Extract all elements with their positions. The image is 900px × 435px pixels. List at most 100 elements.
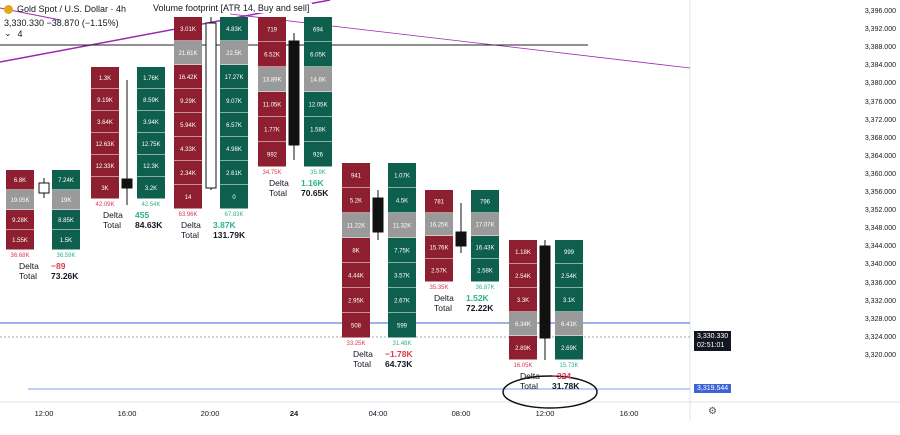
- buy-volume-label: 4.5K: [396, 199, 408, 205]
- sell-volume-label: 2.57K: [431, 269, 447, 275]
- buy-volume-label: 1.76K: [143, 76, 159, 82]
- footprint-bar[interactable]: 781 796 16.25K 17.07K 15.76K 16.43K 2.57K 2.58K…: [425, 190, 499, 291]
- candle-body: [455, 231, 467, 247]
- total-value: 84.63K: [135, 220, 163, 230]
- footprint-bar[interactable]: 941 1.07K 5.2K 4.5K 11.22K 11.32K 8K 7.75K 4.44K…: [342, 163, 416, 347]
- sell-volume-label: 15.76K: [429, 246, 448, 252]
- footprint-bar[interactable]: 3.01K 4.83K 21.61K 22.5K 16.42K 17.27K 9.29K 9.…: [174, 17, 248, 218]
- delta-label: Delta: [520, 371, 540, 381]
- delta-value: 1.52K: [466, 293, 489, 303]
- price-tick-label: 3,344.000: [864, 243, 896, 251]
- sell-volume-cell: [258, 67, 286, 92]
- sell-total-label: 16.05K: [513, 363, 532, 369]
- total-label: Total: [434, 303, 452, 313]
- buy-volume-cell: [137, 67, 165, 89]
- sell-volume-label: 941: [351, 174, 362, 180]
- sell-volume-cell: [509, 288, 537, 312]
- ohlc-readout: 3,330.330 −38.870 (−1.15%): [4, 18, 119, 28]
- delta-summary: Delta 1.16K Total 70.65K: [269, 178, 328, 198]
- sell-volume-cell: [174, 89, 202, 113]
- buy-volume-label: 3.2K: [145, 186, 157, 192]
- footprint-bar[interactable]: 719 694 6.52K 6.05K 13.89K 14.6K 11.05K 12.05K 1…: [258, 17, 332, 176]
- price-tick-label: 3,376.000: [864, 98, 896, 106]
- sell-volume-label: 12.33K: [95, 164, 114, 170]
- buy-volume-cell: [388, 163, 416, 188]
- buy-volume-cell: [220, 113, 248, 137]
- buy-volume-label: 17.07K: [475, 223, 494, 229]
- buy-volume-label: 12.05K: [308, 103, 327, 109]
- indicator-collapse[interactable]: ⌄ 4: [4, 28, 23, 39]
- delta-value: −1.78K: [385, 349, 413, 359]
- buy-volume-label: 1.5K: [60, 238, 72, 244]
- buy-volume-cell: [137, 111, 165, 133]
- buy-volume-cell: [471, 236, 499, 259]
- sell-volume-label: 11.22K: [347, 224, 366, 230]
- sell-volume-label: 6.8K: [14, 178, 26, 184]
- buy-volume-cell: [555, 288, 583, 312]
- price-tick-label: 3,396.000: [864, 8, 896, 15]
- sell-volume-cell: [91, 155, 119, 177]
- delta-summary: Delta 3.87K Total 131.79K: [181, 220, 245, 240]
- candle-body: [372, 197, 384, 233]
- buy-volume-cell: [388, 188, 416, 213]
- total-label: Total: [520, 381, 538, 391]
- indicator-label[interactable]: Volume footprint [ATR 14, Buy and sell]: [150, 3, 313, 13]
- chevron-down-icon[interactable]: ⌄: [4, 28, 12, 38]
- buy-volume-label: 2.69K: [561, 346, 577, 352]
- sell-volume-label: 6.52K: [264, 53, 280, 59]
- time-tick-label: 08:00: [451, 409, 471, 418]
- price-tick-label: 3,340.000: [864, 261, 896, 269]
- sell-total-label: 63.96K: [178, 212, 197, 218]
- buy-volume-cell: [555, 240, 583, 264]
- buy-volume-cell: [220, 89, 248, 113]
- time-tick-label: 16:00: [619, 409, 639, 418]
- sell-volume-label: 781: [434, 200, 445, 206]
- buy-volume-label: 2.61K: [226, 171, 242, 177]
- total-label: Total: [103, 220, 121, 230]
- delta-value: −89: [51, 261, 66, 271]
- sell-volume-label: 3K: [101, 186, 108, 192]
- sell-volume-cell: [174, 137, 202, 161]
- sell-volume-label: 1.18K: [515, 250, 531, 256]
- footprint-bar[interactable]: 1.3K 1.76K 9.19K 8.59K 3.64K 3.94K 12.63K 12.75…: [91, 67, 165, 208]
- candle-body: [288, 40, 300, 146]
- buy-volume-cell: [52, 210, 80, 230]
- sell-volume-label: 4.44K: [348, 274, 364, 280]
- buy-volume-cell: [137, 133, 165, 155]
- sell-volume-cell: [509, 336, 537, 360]
- footprint-bar[interactable]: 6.8K 7.24K 19.05K 19K 9.28K 8.85K 1.55K 1.5K 36.…: [6, 170, 80, 259]
- buy-volume-label: 14.6K: [310, 78, 326, 84]
- sell-volume-cell: [342, 188, 370, 213]
- price-tick-label: 3,380.000: [864, 80, 896, 88]
- buy-volume-label: 4.98K: [226, 147, 242, 153]
- buy-volume-label: 17.27K: [224, 75, 243, 81]
- sell-total-label: 35.35K: [429, 285, 448, 291]
- symbol-title[interactable]: Gold Spot / U.S. Dollar · 4h: [17, 4, 127, 14]
- buy-volume-cell: [388, 263, 416, 288]
- buy-total-label: 36.87K: [475, 285, 494, 291]
- sell-volume-cell: [174, 161, 202, 185]
- settings-gear-icon[interactable]: ⚙: [708, 406, 717, 417]
- sell-volume-cell: [342, 263, 370, 288]
- sell-volume-label: 6.34K: [515, 322, 531, 328]
- sell-volume-label: 3.01K: [180, 27, 196, 33]
- buy-volume-label: 599: [397, 324, 408, 330]
- sell-volume-cell: [425, 213, 453, 236]
- sell-volume-cell: [342, 213, 370, 238]
- time-tick-label: 16:00: [117, 409, 137, 418]
- delta-label: Delta: [103, 210, 123, 220]
- buy-volume-label: 0: [232, 195, 236, 201]
- sell-volume-label: 1.77K: [264, 128, 280, 134]
- price-tick-label: 3,356.000: [864, 189, 896, 196]
- price-tick-label: 3,336.000: [864, 279, 896, 287]
- buy-volume-label: 3.94K: [143, 120, 159, 126]
- buy-volume-cell: [388, 213, 416, 238]
- buy-volume-label: 7.24K: [58, 178, 74, 184]
- footprint-bar[interactable]: 1.18K 999 2.54K 2.54K 3.3K 3.1K 6.34K 6.41K 2.89…: [509, 240, 583, 369]
- price-tick-label: 3,332.000: [864, 297, 896, 305]
- buy-volume-label: 694: [313, 28, 324, 34]
- total-value: 31.78K: [552, 381, 580, 391]
- sell-volume-cell: [425, 190, 453, 213]
- delta-label: Delta: [181, 220, 201, 230]
